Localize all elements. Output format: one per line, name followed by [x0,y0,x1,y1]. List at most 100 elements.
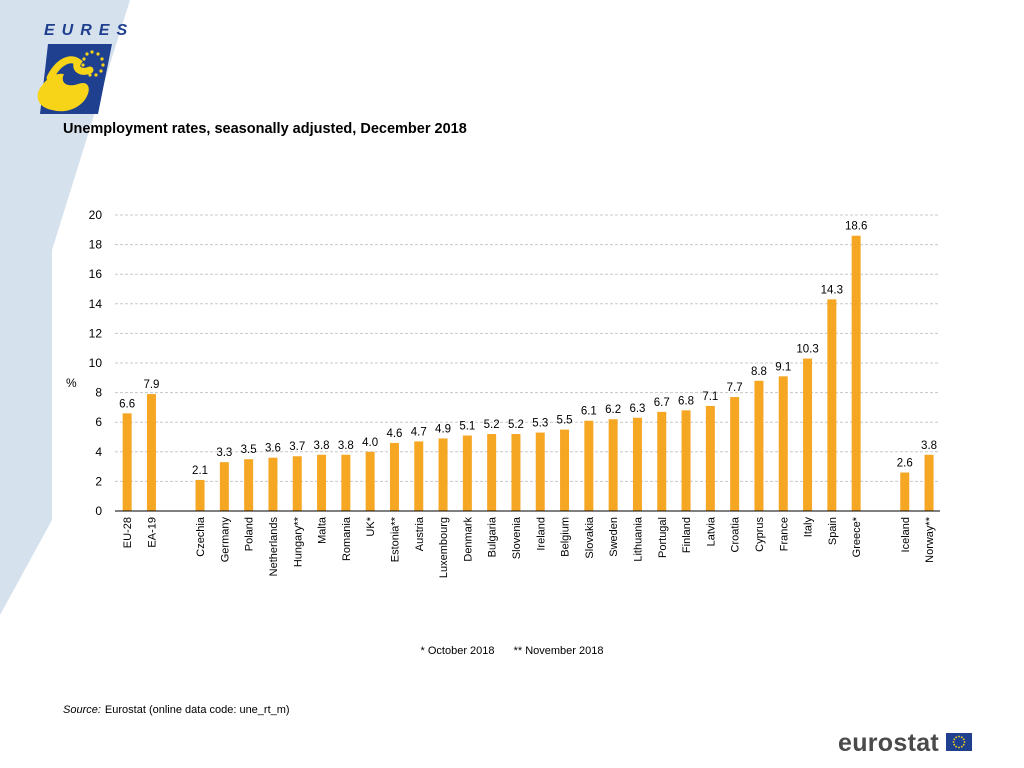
eures-logo-emblem [37,44,112,114]
data-label: 7.1 [702,391,718,403]
data-label: 6.2 [605,404,621,416]
x-tick-label: UK* [365,516,377,536]
x-tick-label: Belgium [560,517,572,557]
y-tick-label: 0 [95,504,102,518]
bar [341,454,351,511]
x-tick-label: Finland [681,517,693,553]
y-tick-label: 12 [89,326,103,340]
data-label: 4.6 [386,428,402,440]
x-tick-label: Denmark [462,517,474,562]
x-tick-label: Lithuania [632,516,644,562]
bar [195,479,205,511]
data-label: 5.3 [532,418,548,430]
y-axis-label: % [66,376,77,390]
bar [730,397,740,511]
bars [122,235,934,511]
y-tick-label: 14 [89,297,103,311]
footnote-november: ** November 2018 [513,645,604,657]
bar [705,405,715,511]
bar [900,472,910,511]
x-axis-labels: EU-28 EA-19 Czechia Germany Poland Netherland… [122,516,936,578]
x-tick-label: Latvia [705,516,717,546]
y-tick-label: 10 [89,356,103,370]
data-label: 6.6 [119,398,135,410]
x-tick-label: Iceland [900,517,912,552]
x-tick-label: Malta [317,516,329,544]
data-label: 3.5 [241,444,257,456]
bar [778,376,788,511]
x-tick-label: Ireland [535,517,547,551]
y-tick-label: 2 [95,474,102,488]
y-tick-label: 16 [89,267,103,281]
x-tick-label: Luxembourg [438,517,450,578]
bar [146,394,156,511]
eures-logo-text: EURES [44,22,135,39]
y-tick-label: 8 [95,386,102,400]
bar [827,299,837,511]
data-label: 5.1 [459,421,475,433]
source-text: Eurostat (online data code: une_rt_m) [104,704,290,716]
data-label: 7.9 [143,379,159,391]
footnote-october: * October 2018 [420,645,495,657]
data-label: 5.2 [484,419,500,431]
x-tick-label: Germany [219,517,231,563]
bar [511,434,521,511]
x-tick-label: Sweden [608,517,620,557]
bar [244,459,254,511]
data-label: 14.3 [821,284,843,296]
bar [219,462,229,511]
eu-flag-icon [946,733,972,751]
footnotes: * October 2018 ** November 2018 [0,645,1024,657]
eurostat-logo-text: eurostat [838,729,940,757]
bar [803,358,813,511]
bar [292,456,302,511]
data-label: 3.8 [338,440,354,452]
data-label: 9.1 [775,361,791,373]
bar [487,434,497,511]
x-tick-label: Cyprus [754,517,766,552]
x-tick-label: Spain [827,517,839,545]
x-tick-label: Hungary** [292,516,304,567]
bar [584,420,594,511]
x-tick-label: Czechia [195,516,207,557]
bar [851,235,861,511]
bar [317,454,327,511]
x-tick-label: Estonia** [389,516,401,562]
x-tick-label: EU-28 [122,517,134,548]
data-label: 3.7 [289,441,305,453]
bar [268,457,278,511]
data-label: 3.6 [265,443,281,455]
data-label: 6.8 [678,395,694,407]
x-tick-label: Portugal [657,517,669,558]
data-label: 3.3 [216,447,232,459]
bar [462,435,472,511]
data-label: 10.3 [796,344,818,356]
bar [924,454,934,511]
x-tick-label: Slovenia [511,516,523,559]
y-tick-label: 6 [95,415,102,429]
data-label: 5.2 [508,419,524,431]
data-label: 6.3 [629,403,645,415]
data-label: 6.1 [581,406,597,418]
data-label: 7.7 [727,382,743,394]
bar [414,441,424,511]
bar [754,380,764,511]
data-label: 3.8 [921,440,937,452]
x-tick-label: Romania [341,516,353,561]
data-label: 3.8 [314,440,330,452]
x-tick-label: Poland [244,517,256,551]
data-label: 4.7 [411,426,427,438]
data-label: 6.7 [654,397,670,409]
bar [681,410,691,511]
source-note: Source: Eurostat (online data code: une_r… [63,704,290,716]
y-axis-ticks: 0 2 4 6 8 10 12 14 16 18 20 [89,208,103,518]
y-tick-label: 18 [89,238,103,252]
x-tick-label: Norway** [924,516,936,563]
y-tick-label: 20 [89,208,103,222]
x-tick-label: Slovakia [584,516,596,558]
bar [535,432,545,511]
data-label: 8.8 [751,366,767,378]
data-label: 18.6 [845,221,867,233]
